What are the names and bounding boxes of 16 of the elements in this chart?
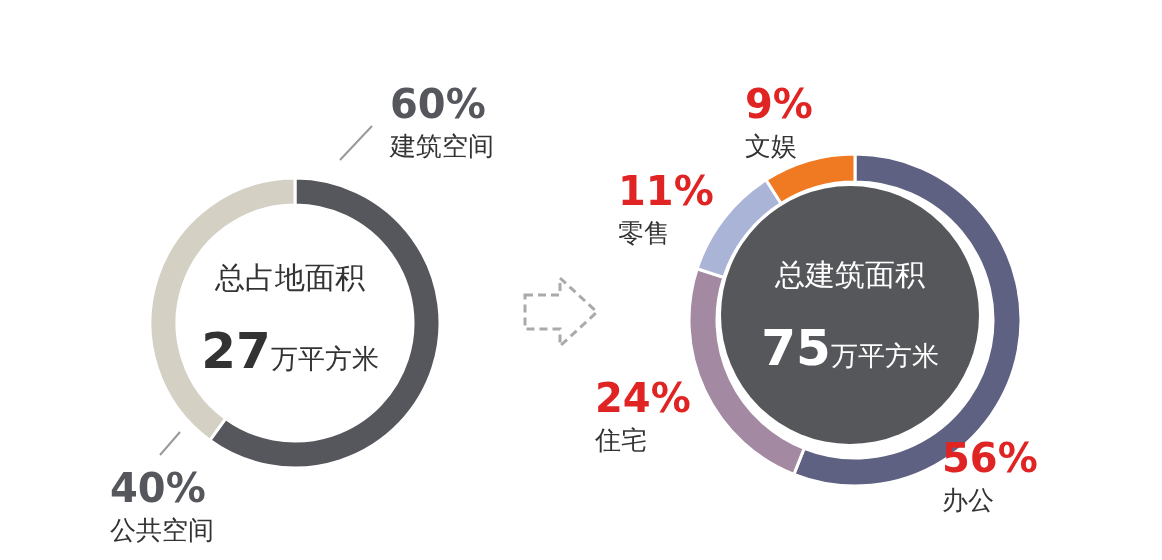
text: 75万平方米: [761, 319, 939, 377]
data-label: 60%: [390, 81, 486, 127]
slice-label: 住宅: [594, 425, 647, 455]
data-label: 11%: [618, 168, 714, 214]
data-label: 24%: [595, 375, 691, 421]
slice-label: 办公: [942, 485, 994, 515]
text: 27万平方米: [201, 322, 379, 380]
text: 总建筑面积: [774, 257, 925, 292]
slice-label: 文娱: [745, 131, 797, 161]
data-label: 56%: [942, 435, 1038, 481]
text: 总占地面积: [214, 260, 365, 295]
slice-label: 公共空间: [110, 515, 214, 545]
data-label: 9%: [745, 81, 813, 127]
slice-label: 建筑空间: [389, 131, 494, 161]
slice-label: 零售: [618, 218, 670, 248]
data-label: 40%: [110, 465, 206, 511]
